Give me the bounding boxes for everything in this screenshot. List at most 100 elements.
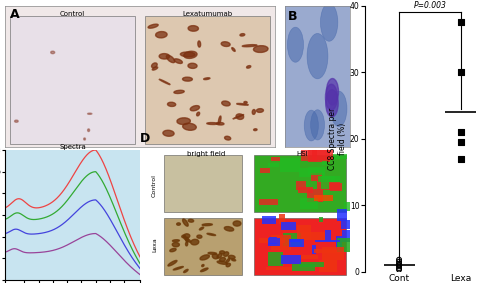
Y-axis label: CC8 Spectra per
field (%): CC8 Spectra per field (%)	[328, 108, 347, 170]
Ellipse shape	[156, 31, 167, 38]
FancyBboxPatch shape	[328, 182, 340, 190]
Point	[457, 130, 465, 134]
Title: Spectra: Spectra	[59, 143, 86, 150]
Ellipse shape	[246, 66, 251, 68]
Ellipse shape	[163, 130, 174, 136]
FancyBboxPatch shape	[278, 214, 284, 224]
Point	[395, 260, 403, 264]
Ellipse shape	[168, 260, 177, 266]
Ellipse shape	[240, 34, 245, 36]
Ellipse shape	[190, 239, 199, 245]
Point	[457, 156, 465, 161]
Point	[395, 266, 403, 271]
Point	[395, 264, 403, 269]
FancyBboxPatch shape	[281, 255, 301, 264]
FancyBboxPatch shape	[311, 173, 322, 181]
Ellipse shape	[182, 77, 192, 81]
Circle shape	[330, 91, 347, 127]
Ellipse shape	[50, 51, 54, 54]
Ellipse shape	[204, 78, 210, 80]
FancyBboxPatch shape	[322, 161, 327, 165]
Text: Lexatumumab: Lexatumumab	[182, 11, 232, 17]
FancyBboxPatch shape	[254, 218, 346, 275]
Ellipse shape	[88, 129, 90, 132]
FancyBboxPatch shape	[332, 154, 346, 159]
FancyBboxPatch shape	[300, 168, 320, 177]
Ellipse shape	[172, 240, 180, 242]
Point	[395, 267, 403, 272]
FancyBboxPatch shape	[320, 176, 340, 189]
Circle shape	[307, 33, 328, 79]
Text: Control: Control	[60, 11, 85, 17]
Ellipse shape	[174, 59, 182, 63]
Circle shape	[288, 27, 304, 62]
FancyBboxPatch shape	[270, 157, 280, 161]
Ellipse shape	[168, 102, 175, 106]
Ellipse shape	[226, 258, 230, 263]
FancyBboxPatch shape	[282, 222, 296, 230]
Ellipse shape	[244, 102, 247, 103]
Point	[395, 261, 403, 266]
FancyBboxPatch shape	[262, 216, 276, 224]
FancyBboxPatch shape	[280, 158, 299, 172]
Text: P=0.003: P=0.003	[414, 1, 446, 10]
FancyBboxPatch shape	[318, 217, 322, 222]
Ellipse shape	[188, 63, 197, 68]
Ellipse shape	[88, 113, 92, 114]
Ellipse shape	[200, 268, 208, 272]
Ellipse shape	[172, 243, 180, 247]
Ellipse shape	[221, 42, 230, 46]
FancyBboxPatch shape	[10, 16, 134, 144]
FancyBboxPatch shape	[336, 236, 342, 250]
Ellipse shape	[252, 110, 256, 114]
Ellipse shape	[236, 114, 244, 119]
Ellipse shape	[152, 63, 157, 68]
Text: A: A	[10, 8, 20, 22]
Point	[457, 140, 465, 144]
FancyBboxPatch shape	[342, 230, 366, 242]
Ellipse shape	[233, 221, 241, 226]
Ellipse shape	[202, 224, 212, 226]
Ellipse shape	[220, 258, 226, 261]
Circle shape	[304, 110, 318, 141]
Ellipse shape	[159, 53, 170, 59]
Ellipse shape	[254, 46, 268, 52]
FancyBboxPatch shape	[316, 239, 340, 242]
FancyBboxPatch shape	[297, 225, 312, 240]
Ellipse shape	[222, 101, 230, 106]
Text: D: D	[140, 132, 150, 145]
FancyBboxPatch shape	[259, 199, 278, 205]
FancyBboxPatch shape	[266, 267, 292, 269]
Ellipse shape	[233, 115, 244, 119]
Ellipse shape	[200, 255, 209, 260]
Ellipse shape	[197, 235, 202, 238]
FancyBboxPatch shape	[300, 231, 325, 240]
Circle shape	[320, 3, 338, 41]
FancyBboxPatch shape	[268, 238, 280, 246]
FancyBboxPatch shape	[300, 198, 318, 209]
FancyBboxPatch shape	[146, 16, 270, 144]
Circle shape	[326, 78, 338, 105]
FancyBboxPatch shape	[317, 179, 331, 190]
FancyBboxPatch shape	[344, 202, 352, 211]
FancyBboxPatch shape	[318, 176, 335, 182]
FancyBboxPatch shape	[320, 260, 338, 272]
Ellipse shape	[166, 55, 175, 63]
Ellipse shape	[84, 138, 86, 140]
Point	[395, 263, 403, 267]
Text: bright field: bright field	[187, 151, 225, 157]
Ellipse shape	[236, 103, 248, 105]
Ellipse shape	[176, 223, 180, 225]
Ellipse shape	[184, 237, 190, 242]
Ellipse shape	[174, 267, 184, 270]
FancyBboxPatch shape	[312, 145, 334, 160]
Ellipse shape	[159, 79, 170, 85]
Ellipse shape	[188, 26, 198, 31]
Ellipse shape	[170, 248, 176, 252]
Ellipse shape	[177, 118, 190, 125]
FancyBboxPatch shape	[302, 148, 317, 161]
Ellipse shape	[198, 41, 200, 47]
FancyBboxPatch shape	[314, 249, 340, 253]
Point	[395, 258, 403, 262]
Ellipse shape	[220, 251, 224, 254]
